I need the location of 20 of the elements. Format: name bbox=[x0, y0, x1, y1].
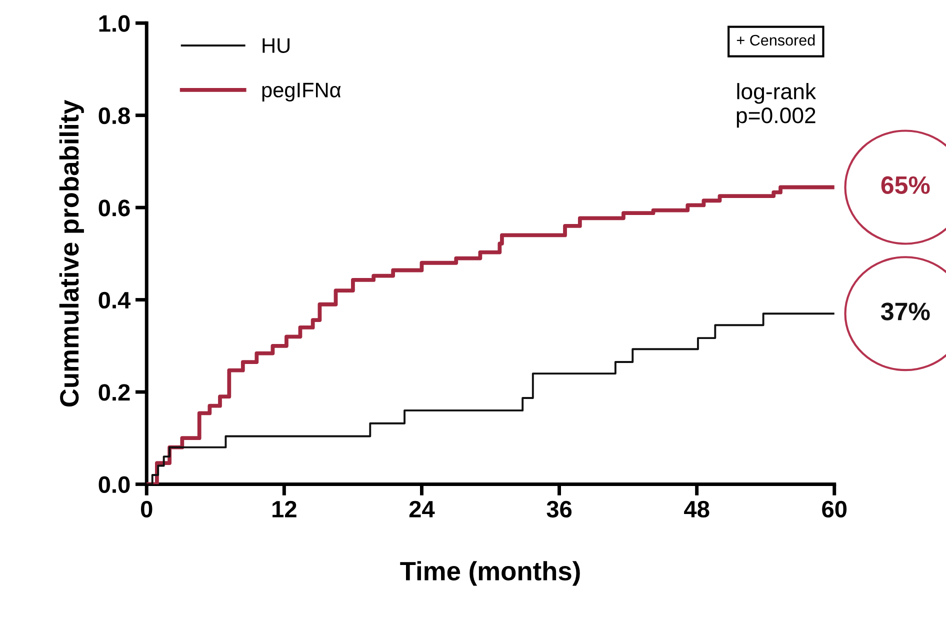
x-tick-label: 24 bbox=[409, 500, 435, 518]
x-tick-label: 60 bbox=[822, 500, 847, 518]
x-tick-label: 12 bbox=[272, 500, 296, 518]
y-tick-label: 0.8 bbox=[98, 107, 130, 124]
x-tick-label: 48 bbox=[684, 500, 710, 518]
y-tick-label: 0.4 bbox=[98, 292, 131, 309]
annotation: 65% bbox=[881, 176, 930, 194]
y-tick-label: 0.0 bbox=[98, 476, 130, 494]
legend-label: HU bbox=[262, 38, 290, 53]
y-tick-label: 0.6 bbox=[98, 200, 130, 216]
x-tick-label: 0 bbox=[141, 500, 152, 518]
annotation: + Censored bbox=[736, 34, 815, 46]
x-tick-label: 36 bbox=[546, 500, 572, 518]
legend-label: pegIFNα bbox=[262, 82, 341, 102]
y-tick-label: 0.2 bbox=[98, 384, 130, 401]
x-axis-title: Time (months) bbox=[400, 561, 580, 586]
annotation: log-rank p=0.002 bbox=[736, 83, 816, 128]
annotation: 37% bbox=[880, 302, 930, 320]
y-axis-title: Cummulative probability bbox=[59, 100, 84, 407]
y-tick-label: 1.0 bbox=[99, 15, 130, 32]
